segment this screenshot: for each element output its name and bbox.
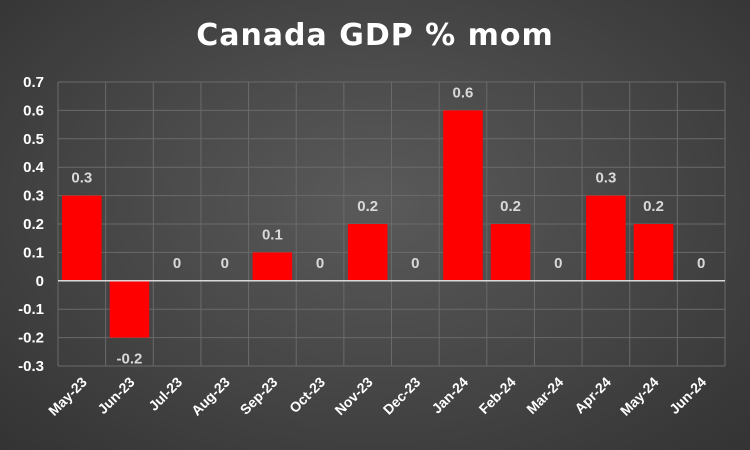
data-label: 0.6 xyxy=(453,84,474,101)
y-tick-label: 0.6 xyxy=(23,102,44,119)
y-tick-label: -0.3 xyxy=(18,358,44,375)
y-tick-label: 0.5 xyxy=(23,131,44,148)
data-label: 0.3 xyxy=(595,170,616,187)
x-tick-label: Sep-23 xyxy=(237,374,281,418)
bar-sep-23 xyxy=(252,252,293,281)
y-tick-label: 0.1 xyxy=(23,244,44,261)
y-tick-label: 0.4 xyxy=(23,159,45,176)
bar-feb-24 xyxy=(490,224,531,281)
x-tick-label: Dec-23 xyxy=(380,374,424,418)
chart-title: Canada GDP % mom xyxy=(196,18,554,53)
data-label: -0.2 xyxy=(117,351,143,368)
bars xyxy=(62,110,674,338)
bar-may-23 xyxy=(62,195,102,281)
x-tick-label: Apr-24 xyxy=(571,374,614,417)
x-tick-label: Jun-23 xyxy=(94,374,137,417)
data-label: 0 xyxy=(221,255,229,272)
x-tick-label: Jan-24 xyxy=(428,374,471,417)
x-tick-label: Jun-24 xyxy=(666,374,709,417)
x-tick-label: Mar-24 xyxy=(523,374,566,417)
x-tick-label: Aug-23 xyxy=(188,374,233,419)
x-tick-label: May-23 xyxy=(45,374,90,419)
x-tick-label: Nov-23 xyxy=(331,374,375,418)
y-tick-label: 0.2 xyxy=(23,216,44,233)
data-label: 0.2 xyxy=(357,198,378,215)
y-tick-label: -0.2 xyxy=(18,330,44,347)
bar-jun-23 xyxy=(109,280,150,338)
data-label: 0 xyxy=(316,255,324,272)
x-tick-label: Oct-23 xyxy=(286,374,328,416)
y-tick-label: 0 xyxy=(36,273,44,290)
data-label: 0 xyxy=(173,255,181,272)
data-label: 0.3 xyxy=(71,170,92,187)
x-tick-label: Feb-24 xyxy=(476,374,519,417)
data-label: 0 xyxy=(411,255,419,272)
bar-may-24 xyxy=(633,224,674,281)
x-tick-label: Jul-23 xyxy=(145,374,185,414)
gridlines xyxy=(57,81,726,367)
data-label: 0 xyxy=(697,255,705,272)
data-label: 0 xyxy=(554,255,562,272)
bar-jan-24 xyxy=(443,110,483,281)
data-label: 0.1 xyxy=(262,226,283,243)
bar-nov-23 xyxy=(347,224,388,281)
data-label: 0.2 xyxy=(643,198,664,215)
y-tick-label: 0.3 xyxy=(23,188,44,205)
bar-apr-24 xyxy=(586,195,626,281)
y-tick-label: 0.7 xyxy=(23,74,44,91)
x-tick-label: May-24 xyxy=(617,374,662,419)
data-label: 0.2 xyxy=(500,198,521,215)
y-tick-label: -0.1 xyxy=(18,301,44,318)
